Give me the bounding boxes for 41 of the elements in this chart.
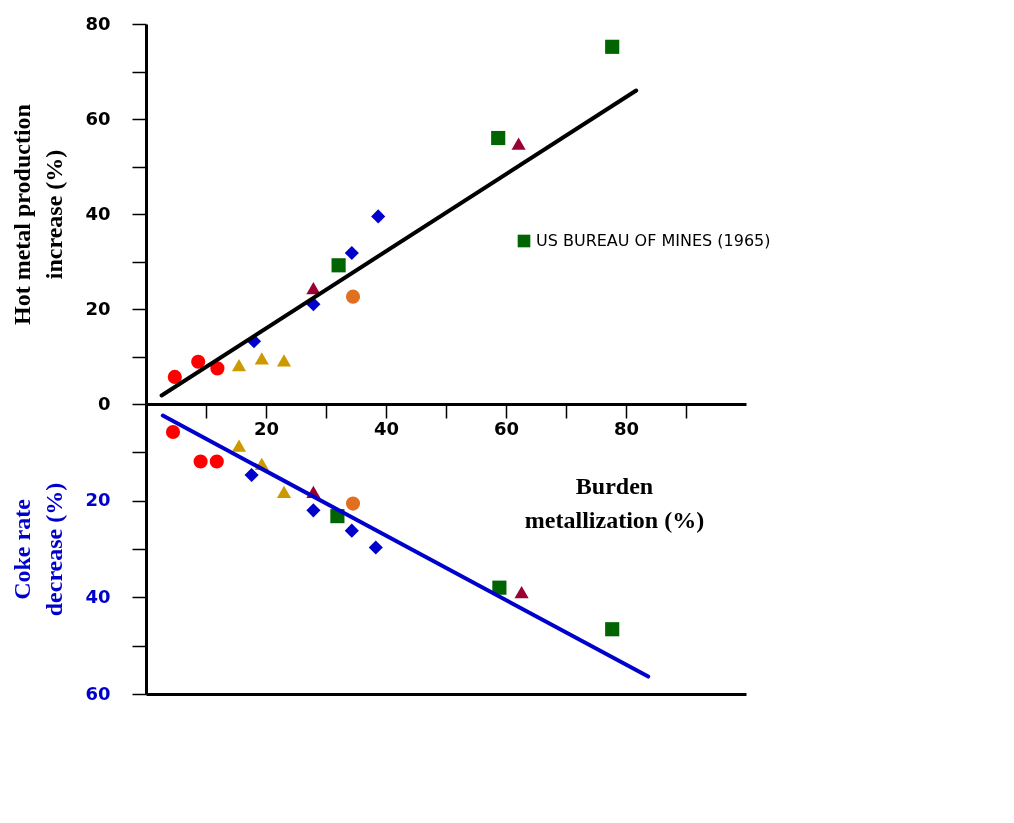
legend-label: US BUREAU OF MINES (1965) [536, 231, 771, 250]
y-tick-label: 60 [85, 107, 111, 129]
point [331, 258, 346, 273]
point [191, 354, 206, 369]
point [371, 209, 386, 224]
point [345, 496, 361, 511]
x-tick-label: 40 [373, 417, 400, 439]
point [368, 540, 383, 555]
y-tick-label: 80 [85, 12, 111, 34]
point [231, 439, 247, 452]
y-tick-label: 40 [85, 585, 111, 607]
point [344, 245, 359, 261]
x-tick-label: 60 [493, 417, 520, 439]
point [193, 454, 208, 469]
x-tick-label: 20 [253, 417, 280, 439]
point [345, 289, 361, 304]
point [276, 354, 292, 367]
y-tick-label: 60 [85, 682, 111, 704]
point [306, 503, 321, 518]
point [209, 454, 224, 469]
point [605, 39, 620, 54]
point [306, 281, 321, 295]
point [244, 467, 259, 483]
point [231, 358, 247, 372]
point [344, 523, 359, 538]
point [514, 585, 529, 599]
point [167, 369, 182, 384]
y-axis-title: Coke rate decrease (%) [9, 482, 68, 617]
point [511, 137, 526, 150]
x-tick-label: 80 [613, 417, 640, 439]
y-tick-label: 20 [85, 489, 111, 511]
point [165, 424, 181, 440]
point [276, 485, 292, 499]
y-tick-label: 20 [85, 297, 111, 319]
y-axis-title: Hot metal production increase (%) [9, 104, 68, 325]
x-axis-title: Burden metallization (%) [524, 472, 705, 533]
y-tick-label: 0 [97, 392, 111, 414]
y-tick-label: 40 [85, 202, 111, 224]
point [605, 622, 620, 637]
point [491, 130, 506, 146]
point [254, 352, 269, 365]
